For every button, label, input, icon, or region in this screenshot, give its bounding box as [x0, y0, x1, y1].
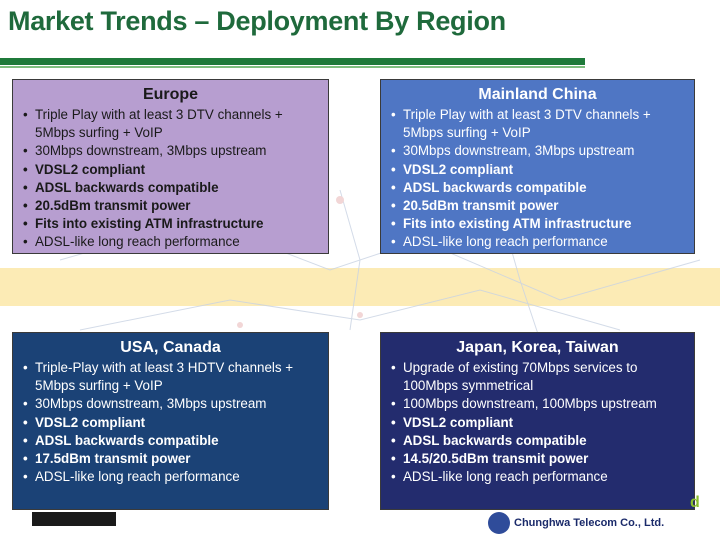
bullet-item: Triple-Play with at least 3 HDTV channel…: [23, 359, 318, 395]
bullet-item: 20.5dBm transmit power: [391, 197, 684, 215]
bullet-item: ADSL backwards compatible: [23, 432, 318, 450]
region-bullets: Upgrade of existing 70Mbps services to 1…: [391, 359, 684, 487]
page-title: Market Trends – Deployment By Region: [8, 6, 506, 36]
region-panel-japan-korea-taiwan: Japan, Korea, Taiwan Upgrade of existing…: [380, 332, 695, 510]
bullet-item: VDSL2 compliant: [23, 161, 318, 179]
region-panel-usa-canada: USA, Canada Triple-Play with at least 3 …: [12, 332, 329, 510]
region-bullets: Triple-Play with at least 3 HDTV channel…: [23, 359, 318, 487]
chunghwa-logo-text: Chunghwa Telecom Co., Ltd.: [514, 517, 665, 529]
bullet-item: 30Mbps downstream, 3Mbps upstream: [23, 395, 318, 413]
bullet-item: VDSL2 compliant: [391, 161, 684, 179]
partner-logo-mark: d: [690, 494, 700, 511]
region-heading: Mainland China: [478, 86, 597, 103]
chunghwa-logo: Chunghwa Telecom Co., Ltd.: [488, 512, 664, 534]
bullet-item: 17.5dBm transmit power: [23, 450, 318, 468]
bullet-item: Upgrade of existing 70Mbps services to 1…: [391, 359, 684, 395]
bullet-item: 20.5dBm transmit power: [23, 197, 318, 215]
bullet-item: ADSL-like long reach performance: [391, 233, 684, 251]
bullet-item: ADSL-like long reach performance: [391, 468, 684, 486]
bullet-item: VDSL2 compliant: [23, 414, 318, 432]
map-band: [0, 268, 720, 306]
bullet-item: Fits into existing ATM infrastructure: [23, 215, 318, 233]
bullet-item: VDSL2 compliant: [391, 414, 684, 432]
title-underline-accent: [0, 66, 585, 68]
bullet-item: 100Mbps downstream, 100Mbps upstream: [391, 395, 684, 413]
bullet-item: ADSL backwards compatible: [23, 179, 318, 197]
bullet-item: ADSL backwards compatible: [391, 179, 684, 197]
bullet-item: 14.5/20.5dBm transmit power: [391, 450, 684, 468]
bullet-item: ADSL backwards compatible: [391, 432, 684, 450]
region-panel-mainland-china: Mainland China Triple Play with at least…: [380, 79, 695, 254]
bullet-item: 30Mbps downstream, 3Mbps upstream: [23, 142, 318, 160]
region-bullets: Triple Play with at least 3 DTV channels…: [391, 106, 684, 252]
region-panel-europe: Europe Triple Play with at least 3 DTV c…: [12, 79, 329, 254]
region-heading: Europe: [142, 86, 199, 103]
bullet-item: Fits into existing ATM infrastructure: [391, 215, 684, 233]
region-bullets: Triple Play with at least 3 DTV channels…: [23, 106, 318, 252]
chunghwa-logo-icon: [488, 512, 510, 534]
title-underline: [0, 58, 585, 65]
bullet-item: Triple Play with at least 3 DTV channels…: [23, 106, 318, 142]
bullet-item: ADSL-like long reach performance: [23, 233, 318, 251]
footer-logo-bar: [32, 512, 116, 526]
region-heading: Japan, Korea, Taiwan: [456, 339, 619, 356]
bullet-item: ADSL-like long reach performance: [23, 468, 318, 486]
bullet-item: Triple Play with at least 3 DTV channels…: [391, 106, 684, 142]
bullet-item: 30Mbps downstream, 3Mbps upstream: [391, 142, 684, 160]
region-heading: USA, Canada: [120, 339, 221, 356]
world-map-background: [0, 70, 720, 540]
